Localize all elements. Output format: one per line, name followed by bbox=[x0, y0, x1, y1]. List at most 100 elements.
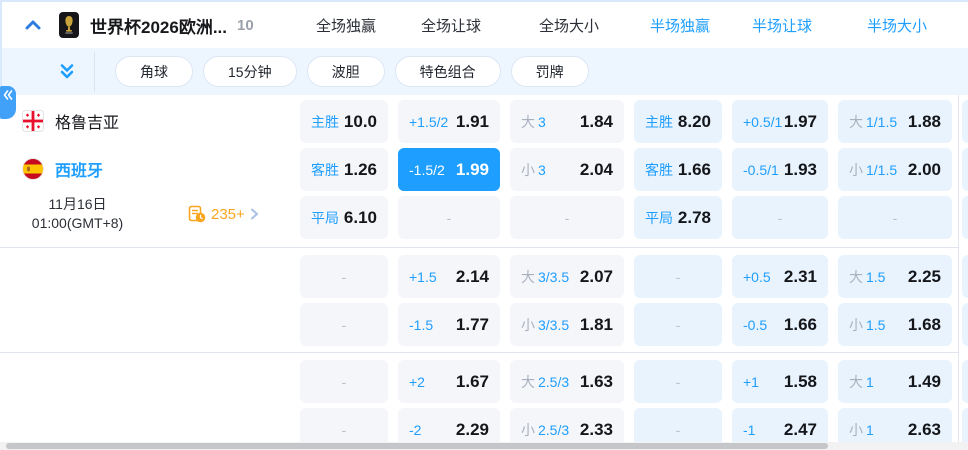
odds-label: 小 1.5 bbox=[849, 316, 886, 333]
odds-label: 大 1/1.5 bbox=[849, 113, 898, 130]
odds-cell[interactable]: 主胜 10.0 bbox=[300, 100, 388, 143]
odds-value: 2.14 bbox=[455, 266, 489, 286]
league-header-row: 世界杯2026欧洲... 10 全场独赢 全场让球 全场大小 半场独赢 半场让球 半场大小 bbox=[0, 2, 968, 48]
more-markets-link[interactable]: 235+ bbox=[188, 205, 259, 223]
odds-cell[interactable]: 大 1 1.49 bbox=[838, 360, 952, 403]
odds-cell[interactable]: 小 3 2.04 bbox=[510, 148, 624, 191]
odds-label: +0.5/1 bbox=[743, 113, 783, 130]
more-markets-count: 235+ bbox=[211, 205, 245, 223]
odds-cell[interactable]: +2 1.67 bbox=[398, 360, 500, 403]
odds-value: 1.67 bbox=[455, 371, 489, 391]
odds-cell[interactable]: +1.5/2 1.91 bbox=[398, 100, 500, 143]
odds-row: - -1.5 1.77 小 3/3.5 1.81 - -0.5 1.66 小 1.5 1.68 bbox=[300, 303, 968, 346]
odds-cell[interactable]: 客胜 1.26 bbox=[300, 148, 388, 191]
double-chevron-left-icon bbox=[3, 90, 13, 100]
chevron-right-icon bbox=[250, 208, 258, 220]
home-team-name: 格鲁吉亚 bbox=[55, 115, 120, 132]
horizontal-scrollbar[interactable] bbox=[0, 442, 968, 450]
league-info: 世界杯2026欧洲... 10 bbox=[2, 12, 254, 38]
odds-row: 客胜 1.26 -1.5/2 1.99 小 3 2.04 客胜 1.66 -0.5/1 1.93 小 1… bbox=[300, 148, 968, 191]
odds-value: 1.63 bbox=[579, 371, 613, 391]
odds-cell[interactable]: 大 3/3.5 2.07 bbox=[510, 255, 624, 298]
odds-cell[interactable]: 平局 6.10 bbox=[300, 196, 388, 239]
toolbar-pill-1[interactable]: 角球 bbox=[115, 56, 193, 87]
odds-cell-empty: - bbox=[634, 360, 722, 403]
toolbar-pill-2[interactable]: 15分钟 bbox=[203, 56, 297, 87]
odds-value: 1.49 bbox=[907, 371, 941, 391]
away-team-row[interactable]: 西班牙 bbox=[22, 156, 103, 182]
odds-label: +0.5 bbox=[743, 268, 771, 285]
odds-label: 客胜 bbox=[645, 161, 673, 178]
odds-group-3: - +2 1.67 大 2.5/3 1.63 - +1 1.58 大 1 1.49 - -2 2.29 小 2.… bbox=[300, 360, 968, 450]
odds-value: 1.26 bbox=[343, 159, 377, 179]
odds-cell[interactable]: 小 3/3.5 1.81 bbox=[510, 303, 624, 346]
match-date: 11月16日 bbox=[48, 196, 107, 212]
odds-value: 1.66 bbox=[677, 159, 711, 179]
odds-cell[interactable]: -0.5/1 1.93 bbox=[732, 148, 828, 191]
odds-label: 主胜 bbox=[311, 113, 339, 130]
odds-cell[interactable]: 大 2.5/3 1.63 bbox=[510, 360, 624, 403]
collapse-league-button[interactable] bbox=[22, 14, 44, 36]
odds-label: 平局 bbox=[645, 209, 673, 226]
odds-value: 10.0 bbox=[343, 111, 377, 131]
odds-cell[interactable]: 小 1/1.5 2.00 bbox=[838, 148, 952, 191]
odds-cell[interactable]: -1.5/2 1.99 bbox=[398, 148, 500, 191]
odds-label: -1 bbox=[743, 421, 756, 438]
match-odds-content: 格鲁吉亚 西班牙 11月16日 01:00(GMT+8) bbox=[0, 95, 968, 450]
group-separator bbox=[0, 352, 958, 353]
odds-cell[interactable]: -0.5 1.66 bbox=[732, 303, 828, 346]
odds-row: 主胜 10.0 +1.5/2 1.91 大 3 1.84 主胜 8.20 +0.5/1 1.97 大 1… bbox=[300, 100, 968, 143]
markets-list-clock-icon bbox=[188, 205, 206, 223]
expand-all-button[interactable] bbox=[56, 62, 78, 82]
odds-value: 2.29 bbox=[455, 419, 489, 439]
odds-value: 1.66 bbox=[783, 314, 817, 334]
odds-value: 2.47 bbox=[783, 419, 817, 439]
odds-cell[interactable]: +1.5 2.14 bbox=[398, 255, 500, 298]
toolbar-pill-3[interactable]: 波胆 bbox=[306, 56, 385, 87]
odds-value: 8.20 bbox=[677, 111, 711, 131]
toolbar-pill-4[interactable]: 特色组合 bbox=[394, 56, 501, 87]
odds-cell[interactable]: 客胜 1.66 bbox=[634, 148, 722, 191]
double-chevron-down-icon bbox=[60, 64, 74, 79]
market-tab-4[interactable]: 半场独赢 bbox=[649, 17, 710, 35]
odds-cell[interactable]: +1 1.58 bbox=[732, 360, 828, 403]
empty-odds-dash: - bbox=[675, 373, 681, 390]
market-tab-6[interactable]: 半场大小 bbox=[866, 17, 927, 35]
odds-cell[interactable]: 大 1.5 2.25 bbox=[838, 255, 952, 298]
odds-cell-empty: - bbox=[300, 360, 388, 403]
odds-value: 1.68 bbox=[907, 314, 941, 334]
empty-odds-dash: - bbox=[675, 421, 681, 438]
odds-value: 2.04 bbox=[579, 159, 613, 179]
odds-label: +1 bbox=[743, 373, 759, 390]
match-time: 01:00(GMT+8) bbox=[31, 215, 124, 231]
odds-cell-empty: - bbox=[732, 196, 828, 239]
market-tab-3[interactable]: 全场大小 bbox=[538, 17, 599, 35]
odds-cell[interactable]: 小 1.5 1.68 bbox=[838, 303, 952, 346]
odds-cell[interactable]: +0.5 2.31 bbox=[732, 255, 828, 298]
odds-cell[interactable]: 主胜 8.20 bbox=[634, 100, 722, 143]
odds-label: 客胜 bbox=[311, 161, 339, 178]
odds-cell[interactable]: +0.5/1 1.97 bbox=[732, 100, 828, 143]
odds-cell[interactable]: 大 1/1.5 1.88 bbox=[838, 100, 952, 143]
clipped-next-odds-cell bbox=[962, 196, 968, 239]
odds-cell[interactable]: -1.5 1.77 bbox=[398, 303, 500, 346]
odds-value: 2.78 bbox=[677, 207, 711, 227]
chevron-up-icon bbox=[25, 20, 41, 30]
market-tab-1[interactable]: 全场独赢 bbox=[315, 17, 376, 35]
empty-odds-dash: - bbox=[675, 316, 681, 333]
collapse-sidebar-tab[interactable] bbox=[0, 86, 16, 119]
odds-cell[interactable]: 平局 2.78 bbox=[634, 196, 722, 239]
toolbar-pill-5[interactable]: 罚牌 bbox=[510, 56, 589, 87]
empty-odds-dash: - bbox=[675, 268, 681, 285]
market-tab-5[interactable]: 半场让球 bbox=[751, 17, 812, 35]
odds-value: 2.00 bbox=[907, 159, 941, 179]
home-team-row[interactable]: 格鲁吉亚 bbox=[22, 108, 119, 134]
scrollbar-thumb[interactable] bbox=[6, 443, 828, 449]
market-pill-group: 角球 15分钟 波胆 特色组合 罚牌 bbox=[115, 56, 589, 87]
odds-cell[interactable]: 大 3 1.84 bbox=[510, 100, 624, 143]
odds-value: 2.07 bbox=[579, 266, 613, 286]
odds-cell-empty: - bbox=[838, 196, 952, 239]
market-tab-2[interactable]: 全场让球 bbox=[420, 17, 481, 35]
